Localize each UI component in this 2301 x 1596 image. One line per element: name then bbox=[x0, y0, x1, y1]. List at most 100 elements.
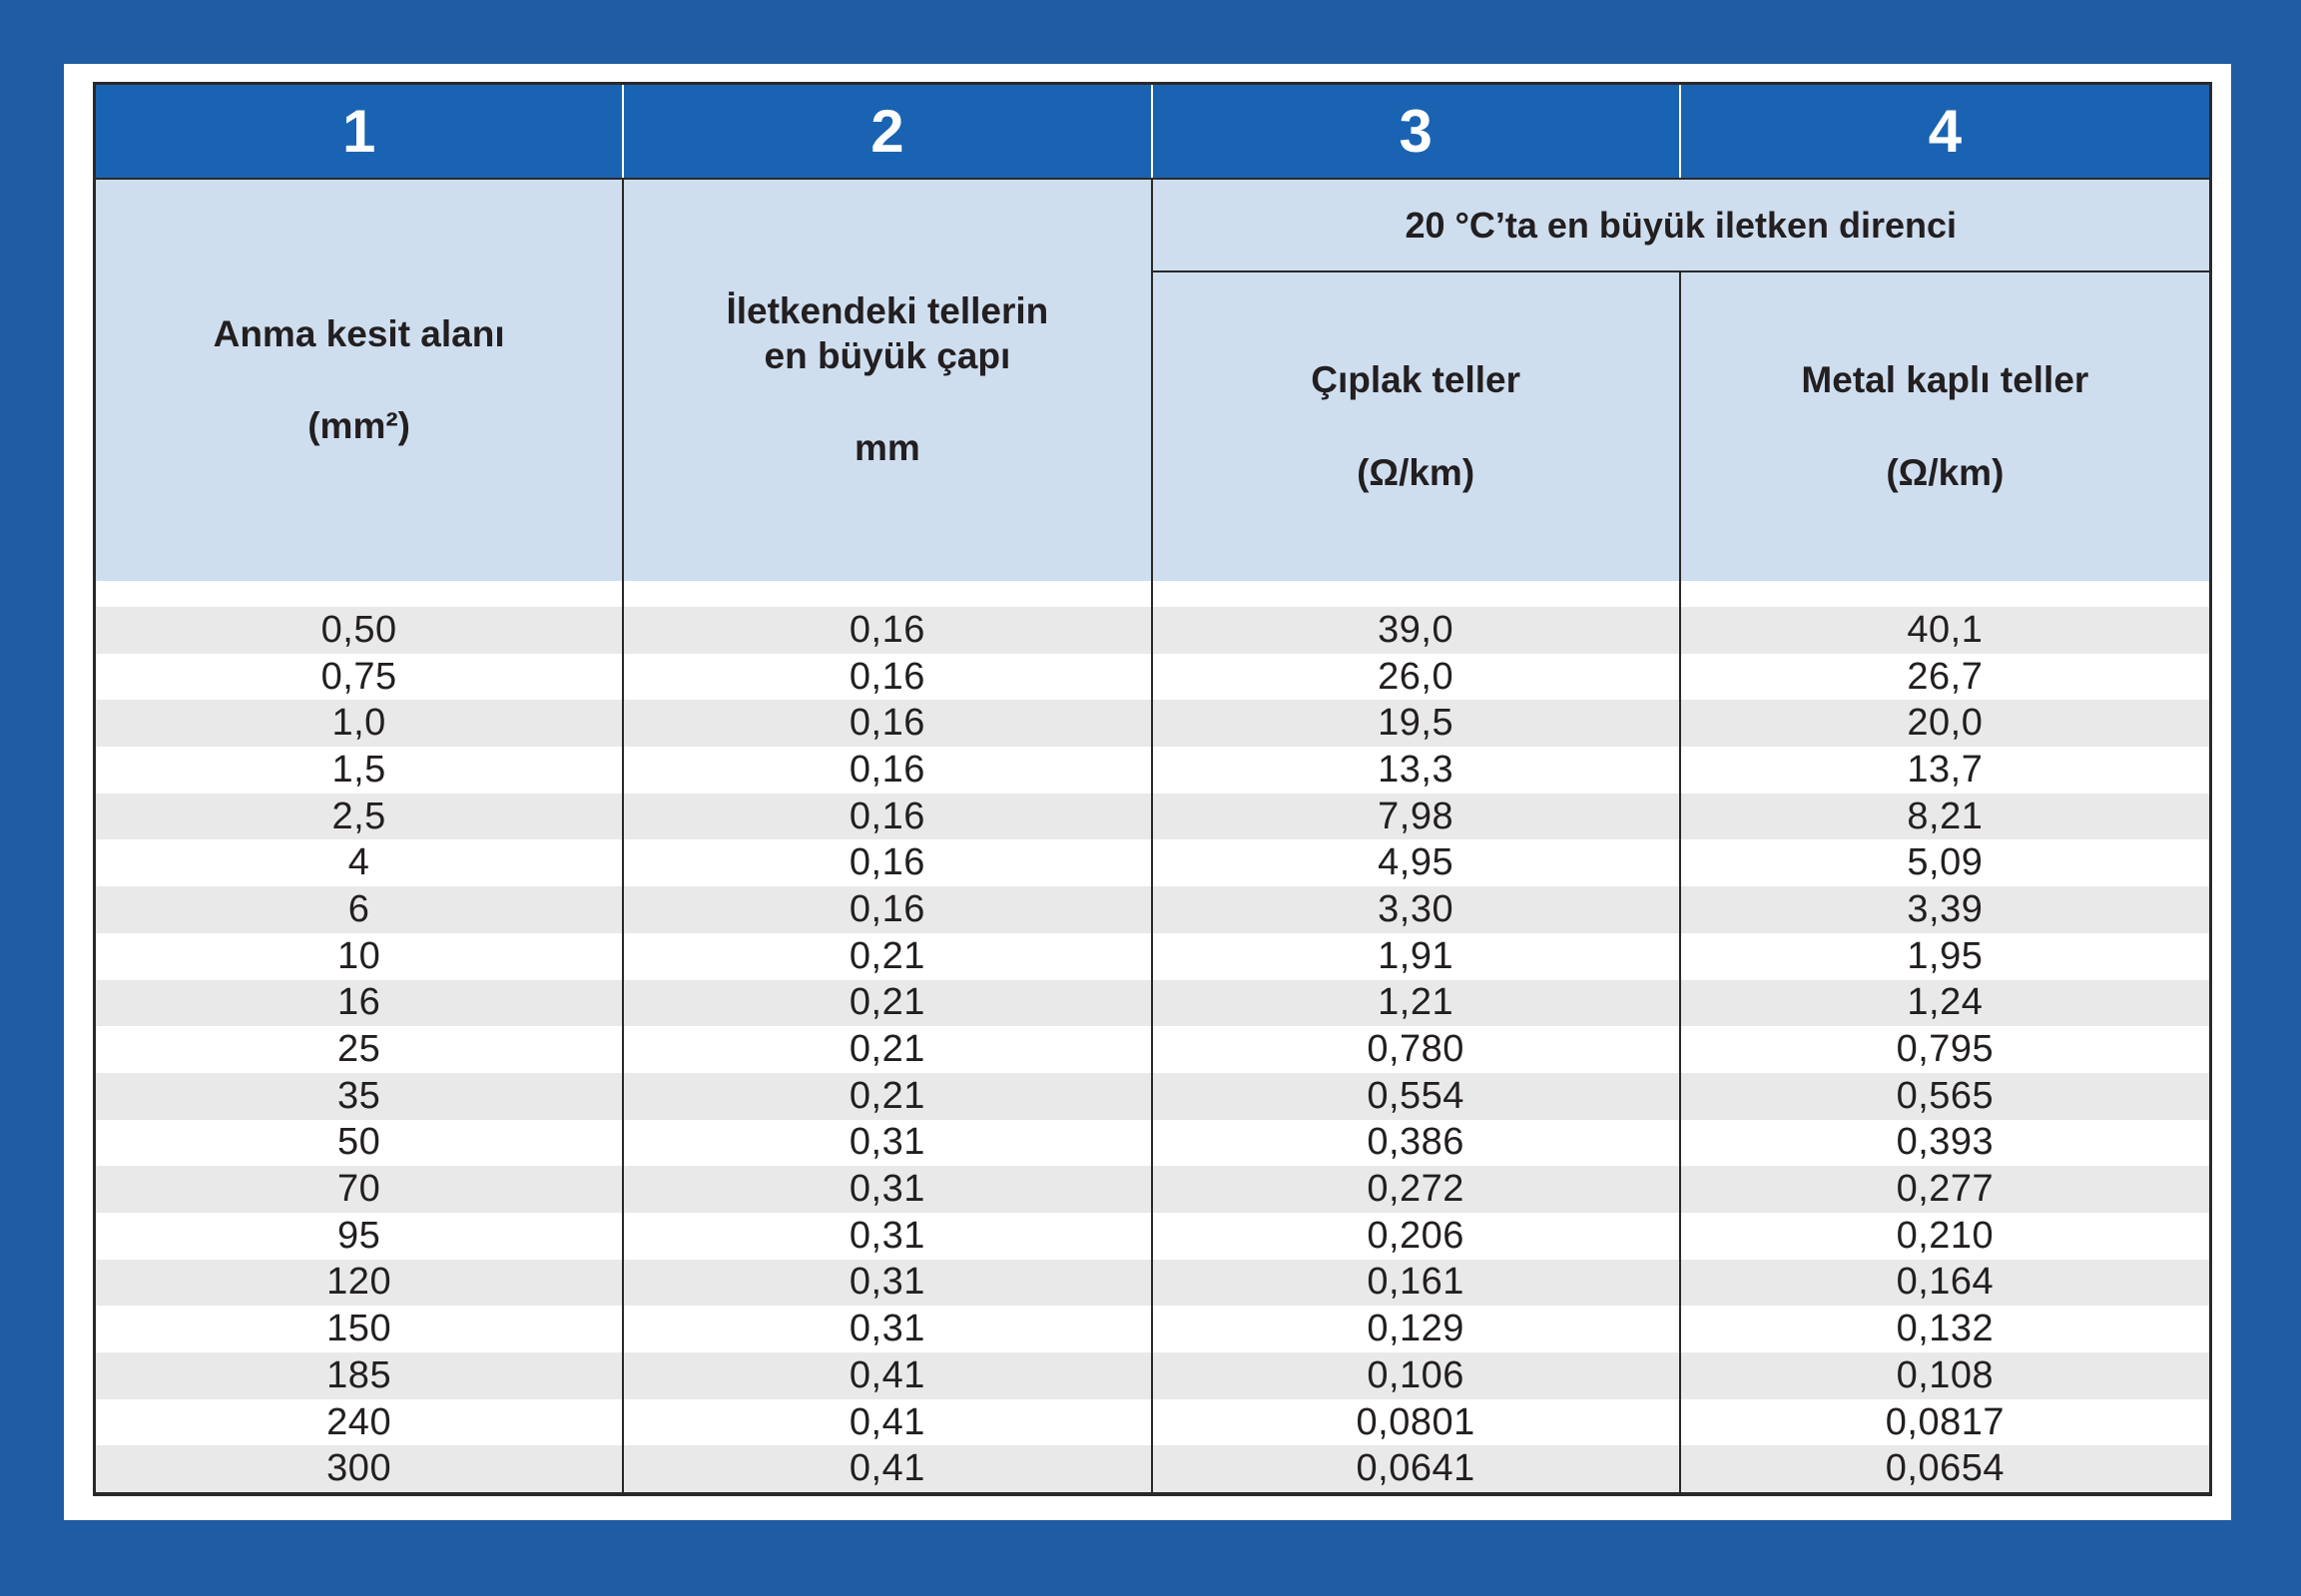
table-cell: 1,24 bbox=[1907, 981, 1984, 1024]
table-cell: 50 bbox=[96, 1119, 625, 1167]
table-row: 0,75 0,16 26,0 26,7 bbox=[96, 653, 2209, 701]
table-cell: 0,206 bbox=[1153, 1212, 1681, 1260]
table-cell: 120 bbox=[96, 1259, 625, 1307]
table-cell: 0,16 bbox=[624, 700, 1153, 748]
header-col2-tel-capi: İletkendeki tellerin en büyük çapı mm bbox=[624, 180, 1153, 581]
table-cell: 1,5 bbox=[96, 747, 625, 794]
header-col4-unit: (Ω/km) bbox=[1886, 451, 2005, 493]
header-col2-title-line1: İletkendeki tellerin bbox=[726, 290, 1049, 332]
table-cell: 39,0 bbox=[1153, 607, 1681, 654]
header-col3-title: Çıplak teller bbox=[1311, 359, 1520, 401]
column-number-1: 1 bbox=[96, 85, 625, 178]
table-cell: 16 bbox=[96, 979, 625, 1027]
header-col2-title-line2: en büyük çapı bbox=[764, 334, 1011, 376]
table-cell: 0,393 bbox=[1896, 1121, 1995, 1164]
header-col3-unit: (Ω/km) bbox=[1357, 451, 1475, 493]
table-cell: 1,91 bbox=[1153, 932, 1681, 980]
table-row: 4 0,16 4,95 5,09 bbox=[96, 839, 2209, 887]
table-cell: 20,0 bbox=[1907, 702, 1984, 745]
table-cell: 19,5 bbox=[1153, 700, 1681, 748]
table-cell: 0,16 bbox=[624, 839, 1153, 887]
column-number-4: 4 bbox=[1928, 98, 1963, 165]
table-cell: 0,21 bbox=[624, 979, 1153, 1027]
table-cell: 25 bbox=[96, 1026, 625, 1073]
table-cell: 0,132 bbox=[1896, 1308, 1995, 1350]
table-cell: 0,41 bbox=[624, 1445, 1153, 1493]
table-cell: 1,95 bbox=[1907, 934, 1984, 977]
table-cell: 0,41 bbox=[624, 1352, 1153, 1399]
header-col1-unit: (mm²) bbox=[307, 405, 410, 446]
column-number-2: 2 bbox=[624, 85, 1153, 178]
table-cell: 0,16 bbox=[624, 653, 1153, 701]
table-row: 50 0,31 0,386 0,393 bbox=[96, 1119, 2209, 1167]
table-row: 150 0,31 0,129 0,132 bbox=[96, 1306, 2209, 1352]
table-cell: 5,09 bbox=[1907, 841, 1984, 884]
table-row: 16 0,21 1,21 1,24 bbox=[96, 979, 2209, 1027]
table-cell: 0,41 bbox=[624, 1398, 1153, 1446]
table-cell: 0,31 bbox=[624, 1166, 1153, 1213]
table-row: 1,0 0,16 19,5 20,0 bbox=[96, 700, 2209, 748]
table-row: 6 0,16 3,30 3,39 bbox=[96, 886, 2209, 933]
header-col1-title: Anma kesit alanı bbox=[213, 312, 505, 354]
table-cell: 300 bbox=[96, 1445, 625, 1493]
column-number-3: 3 bbox=[1153, 85, 1681, 178]
table-row: 185 0,41 0,106 0,108 bbox=[96, 1352, 2209, 1399]
table-cell: 240 bbox=[96, 1398, 625, 1446]
table-row: 1,5 0,16 13,3 13,7 bbox=[96, 747, 2209, 794]
table-cell: 2,5 bbox=[96, 793, 625, 840]
table-row: 25 0,21 0,780 0,795 bbox=[96, 1026, 2209, 1073]
table-cell: 0,210 bbox=[1896, 1214, 1995, 1257]
table-cell: 0,31 bbox=[624, 1259, 1153, 1307]
header-col4-metal-kapli-teller: Metal kaplı teller (Ω/km) bbox=[1681, 272, 2209, 581]
table-cell: 13,3 bbox=[1153, 747, 1681, 794]
table-cell: 0,50 bbox=[96, 607, 625, 654]
table-cell: 0,795 bbox=[1896, 1028, 1995, 1071]
table-cell: 0,780 bbox=[1153, 1026, 1681, 1073]
table-cell: 0,21 bbox=[624, 932, 1153, 980]
table-cell: 13,7 bbox=[1907, 748, 1984, 791]
table-cell: 0,164 bbox=[1896, 1261, 1995, 1304]
table-cell: 0,31 bbox=[624, 1306, 1153, 1352]
table-cell: 35 bbox=[96, 1072, 625, 1120]
table-cell: 0,0801 bbox=[1153, 1398, 1681, 1446]
table-cell: 40,1 bbox=[1907, 608, 1984, 651]
table-cell: 0,16 bbox=[624, 747, 1153, 794]
header-col2-unit: mm bbox=[854, 427, 920, 469]
group-header-20c: 20 °C’ta en büyük iletken direnci bbox=[1152, 180, 2209, 272]
table-cell: 0,16 bbox=[624, 793, 1153, 840]
table-cell: 7,98 bbox=[1153, 793, 1681, 840]
table-cell: 10 bbox=[96, 932, 625, 980]
table-cell: 0,565 bbox=[1896, 1074, 1995, 1117]
table-cell: 185 bbox=[96, 1352, 625, 1399]
table-cell: 0,31 bbox=[624, 1212, 1153, 1260]
header-group-direnc: 20 °C’ta en büyük iletken direnci Çıplak… bbox=[1152, 180, 2210, 581]
table-row: 300 0,41 0,0641 0,0654 bbox=[96, 1445, 2209, 1493]
table-cell: 0,16 bbox=[624, 607, 1153, 654]
table-body: 0,50 0,16 39,0 40,1 0,75 0,16 26,0 26,7 1,0 0,16 1… bbox=[96, 607, 2209, 1493]
table-cell: 0,21 bbox=[624, 1026, 1153, 1073]
table-row: 0,50 0,16 39,0 40,1 bbox=[96, 607, 2209, 654]
table-cell: 0,161 bbox=[1153, 1259, 1681, 1307]
table-row: 240 0,41 0,0801 0,0817 bbox=[96, 1398, 2209, 1446]
table-cell: 26,7 bbox=[1907, 655, 1984, 698]
table-header: Anma kesit alanı (mm²) İletkendeki telle… bbox=[96, 180, 2209, 581]
table-cell: 70 bbox=[96, 1166, 625, 1213]
header-body-gap bbox=[96, 581, 2209, 607]
group-subheader-row: Çıplak teller (Ω/km) Metal kaplı teller … bbox=[1153, 272, 2210, 581]
conductor-resistance-table: 1 2 3 4 Anma kesit alanı (mm²) İletkende… bbox=[93, 82, 2212, 1496]
table-row: 35 0,21 0,554 0,565 bbox=[96, 1072, 2209, 1120]
table-cell: 4 bbox=[96, 839, 625, 887]
table-cell: 4,95 bbox=[1153, 839, 1681, 887]
table-cell: 0,31 bbox=[624, 1119, 1153, 1167]
table-cell: 1,21 bbox=[1153, 979, 1681, 1027]
table-cell: 8,21 bbox=[1907, 795, 1984, 837]
table-cell: 0,108 bbox=[1896, 1353, 1995, 1396]
table-cell: 0,272 bbox=[1153, 1166, 1681, 1213]
table-cell: 3,30 bbox=[1153, 886, 1681, 933]
table-cell: 3,39 bbox=[1907, 887, 1984, 930]
table-cell: 0,75 bbox=[96, 653, 625, 701]
column-number-row: 1 2 3 4 bbox=[96, 85, 2209, 180]
table-cell: 0,21 bbox=[624, 1072, 1153, 1120]
table-cell: 26,0 bbox=[1153, 653, 1681, 701]
